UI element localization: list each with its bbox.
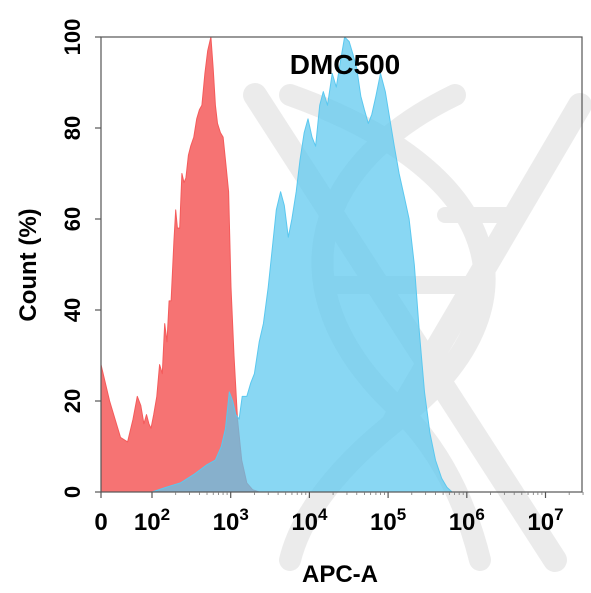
y-axis-label: Count (%) (15, 208, 42, 321)
chart-title: DMC500 (290, 49, 400, 80)
plot-area (100, 36, 453, 493)
y-tick-label: 100 (60, 19, 85, 56)
x-tick-label: 102 (134, 505, 170, 536)
y-tick-label: 60 (60, 207, 85, 231)
x-tick-label: 104 (291, 505, 328, 536)
x-axis-label: APC-A (302, 561, 378, 588)
histogram-series-1 (100, 36, 260, 493)
x-tick-label: 106 (449, 505, 485, 536)
axes: 0204060801000102103104105106107108 (60, 19, 584, 536)
x-tick-label: 0 (94, 509, 107, 536)
y-tick-label: 40 (60, 298, 85, 322)
x-tick-label: 107 (527, 505, 563, 536)
y-tick-label: 20 (60, 389, 85, 413)
x-tick-label: 103 (213, 505, 249, 536)
y-tick-label: 0 (60, 486, 85, 498)
plot-frame (100, 36, 583, 493)
x-tick-label: 105 (370, 505, 406, 536)
histogram-series-2 (100, 36, 453, 493)
y-tick-label: 80 (60, 116, 85, 140)
